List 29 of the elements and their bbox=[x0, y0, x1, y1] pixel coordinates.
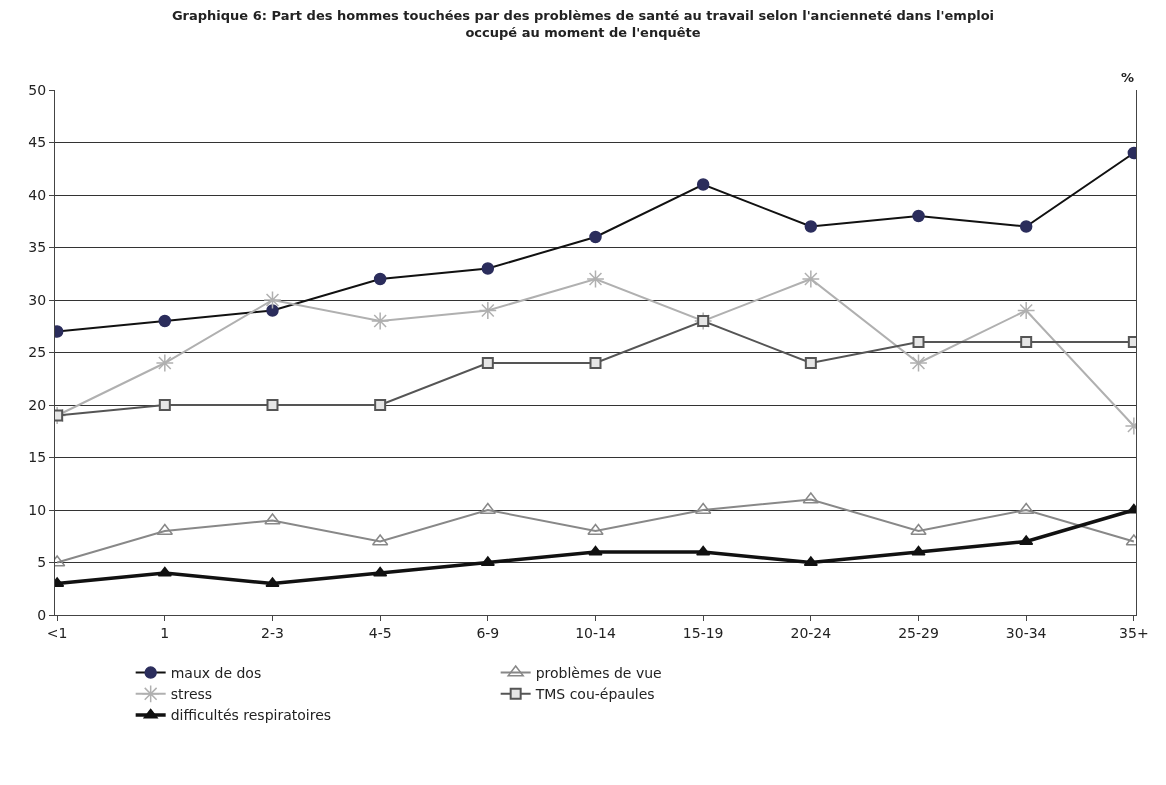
x-tick-label: <1 bbox=[46, 624, 68, 641]
y-tick-label: 30 bbox=[28, 291, 47, 308]
y-tick-label: 25 bbox=[28, 344, 47, 361]
y-tick-label: 50 bbox=[28, 81, 47, 98]
y-tick-label: 40 bbox=[28, 186, 47, 203]
x-tick-label: 4-5 bbox=[368, 624, 392, 641]
legend-label: maux de dos bbox=[170, 665, 262, 682]
x-tick-label: 35+ bbox=[1119, 624, 1149, 641]
text: % bbox=[1121, 70, 1135, 85]
y-tick-label: 35 bbox=[28, 239, 47, 256]
y-tick-label: 5 bbox=[37, 554, 47, 571]
legend-label: difficultés respiratoires bbox=[170, 707, 332, 724]
y-tick-label: 45 bbox=[28, 134, 47, 151]
x-tick-label: 20-24 bbox=[790, 624, 832, 641]
y-tick-label: 10 bbox=[28, 501, 47, 518]
x-tick-label: 30-34 bbox=[1005, 624, 1047, 641]
x-tick-label: 25-29 bbox=[898, 624, 939, 641]
legend-label: problèmes de vue bbox=[535, 665, 662, 682]
x-tick-label: 15-19 bbox=[682, 624, 724, 641]
x-tick-label: 1 bbox=[160, 624, 170, 641]
y-tick-label: 15 bbox=[28, 449, 47, 466]
x-tick-label: 2-3 bbox=[261, 624, 284, 641]
x-tick-label: 10-14 bbox=[575, 624, 616, 641]
x-tick-label: 6-9 bbox=[476, 624, 500, 641]
chart-title: Graphique 6: Part des hommes touchées par des problèmes de santé au travail selon l'ancienneté dans l'emploi occupé au moment de l'enquête bbox=[171, 7, 995, 40]
legend-label: TMS cou-épaules bbox=[534, 686, 655, 703]
legend-label: stress bbox=[170, 686, 213, 703]
y-tick-label: 0 bbox=[37, 606, 47, 623]
y-tick-label: 20 bbox=[28, 396, 47, 413]
